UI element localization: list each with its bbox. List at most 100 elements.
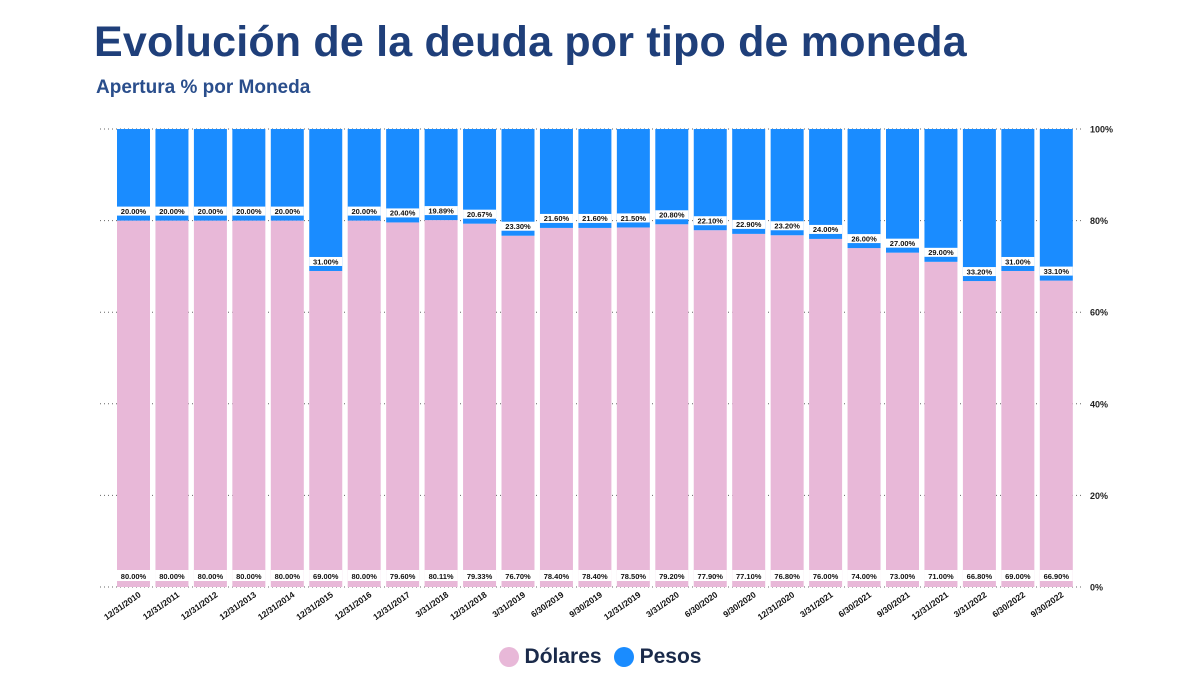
data-label-dolares: 69.00% [1005,572,1031,581]
chart-subtitle: Apertura % por Moneda [96,77,311,98]
label-band-pesos [1039,266,1073,276]
label-band-dolares [270,570,304,581]
bar-pesos [693,129,727,231]
label-band-dolares [732,570,766,581]
y-tick-label: 60% [1090,308,1108,318]
x-tick-label: 9/30/2021 [875,589,912,619]
label-band-dolares [386,570,420,581]
x-tick-label: 12/31/2013 [217,589,258,622]
label-band-pesos [463,209,497,219]
data-label-pesos: 31.00% [313,257,339,266]
bar-pesos [809,129,843,239]
data-label-pesos: 20.00% [121,207,147,216]
label-band-dolares [770,570,804,581]
bar-pesos [232,129,266,221]
chart-title: Evolución de la deuda por tipo de moneda [94,18,967,66]
label-band-dolares [193,570,227,581]
bar-pesos [309,129,343,271]
label-band-pesos [501,221,535,231]
label-band-pesos [155,206,189,216]
bar-dolares [539,227,573,588]
data-label-pesos: 20.00% [275,207,301,216]
x-tick-label: 6/30/2020 [683,589,720,619]
bar-pesos [578,129,612,228]
bar-dolares [424,220,458,588]
x-tick-label: 12/31/2017 [371,589,412,622]
x-tick-label: 3/31/2018 [414,589,451,619]
data-label-dolares: 79.60% [390,572,416,581]
data-label-pesos: 22.90% [736,220,762,229]
data-label-pesos: 20.00% [351,207,377,216]
data-label-pesos: 21.60% [582,214,608,223]
data-label-dolares: 80.00% [236,572,262,581]
x-tick-label: 12/31/2012 [179,589,220,622]
label-band-pesos [770,221,804,231]
data-label-pesos: 21.60% [544,214,570,223]
bar-dolares [616,227,650,587]
x-tick-label: 6/30/2019 [529,589,566,619]
label-band-pesos [232,206,266,216]
label-band-dolares [962,570,996,581]
data-label-dolares: 73.00% [890,572,916,581]
bar-dolares [347,220,381,587]
bar-pesos [539,129,573,228]
label-band-dolares [809,570,843,581]
x-tick-label: 6/30/2021 [836,589,873,619]
x-tick-label: 12/31/2011 [141,589,181,621]
legend-item-dolares: Dólares [498,645,602,669]
data-label-pesos: 33.20% [967,267,993,276]
label-band-pesos [732,219,766,229]
bar-dolares [501,235,535,588]
data-label-pesos: 20.40% [390,209,416,218]
data-label-pesos: 23.30% [505,222,531,231]
data-label-pesos: 22.10% [698,217,724,226]
x-tick-label: 3/31/2019 [490,589,527,619]
bar-pesos [924,129,958,262]
data-label-pesos: 26.00% [851,234,877,243]
bar-dolares [463,223,497,588]
data-label-dolares: 71.00% [928,572,954,581]
bar-dolares [693,230,727,587]
data-label-dolares: 76.70% [505,572,531,581]
data-label-pesos: 20.80% [659,211,685,220]
data-label-dolares: 80.00% [275,572,301,581]
data-label-pesos: 20.00% [159,207,185,216]
label-band-pesos [424,206,458,216]
bar-dolares [155,220,189,587]
x-tick-label: 9/30/2019 [567,589,604,619]
label-band-pesos [347,206,381,216]
bar-pesos [155,129,189,221]
x-tick-label: 12/31/2015 [294,589,335,622]
label-band-pesos [1001,256,1035,266]
label-band-dolares [424,570,458,581]
x-tick-label: 12/31/2018 [448,589,489,622]
legend-label-pesos: Pesos [639,645,702,668]
bar-pesos [616,129,650,228]
data-label-dolares: 80.00% [121,572,147,581]
data-label-dolares: 78.50% [621,572,647,581]
bar-pesos [424,129,458,221]
legend-swatch-pesos [613,647,634,667]
data-label-dolares: 80.00% [351,572,377,581]
label-band-dolares [655,570,689,581]
label-band-dolares [924,570,958,581]
bar-dolares [117,220,150,587]
data-label-pesos: 33.10% [1044,267,1070,276]
y-tick-label: 0% [1090,583,1103,593]
data-label-dolares: 80.11% [429,572,454,581]
data-label-dolares: 80.00% [159,572,185,581]
label-band-pesos [809,224,843,234]
data-label-dolares: 69.00% [313,572,339,581]
data-label-dolares: 76.80% [774,572,800,581]
bar-pesos [193,129,227,221]
label-band-dolares [616,570,650,581]
bar-dolares [655,224,689,587]
data-label-pesos: 23.20% [774,222,800,231]
x-tick-label: 12/31/2014 [256,589,297,622]
bar-dolares [193,220,227,587]
data-label-pesos: 21.50% [621,214,647,223]
x-tick-label: 12/31/2016 [333,589,374,622]
data-label-dolares: 66.90% [1044,572,1070,581]
label-band-dolares [847,570,881,581]
bar-dolares [270,220,304,587]
